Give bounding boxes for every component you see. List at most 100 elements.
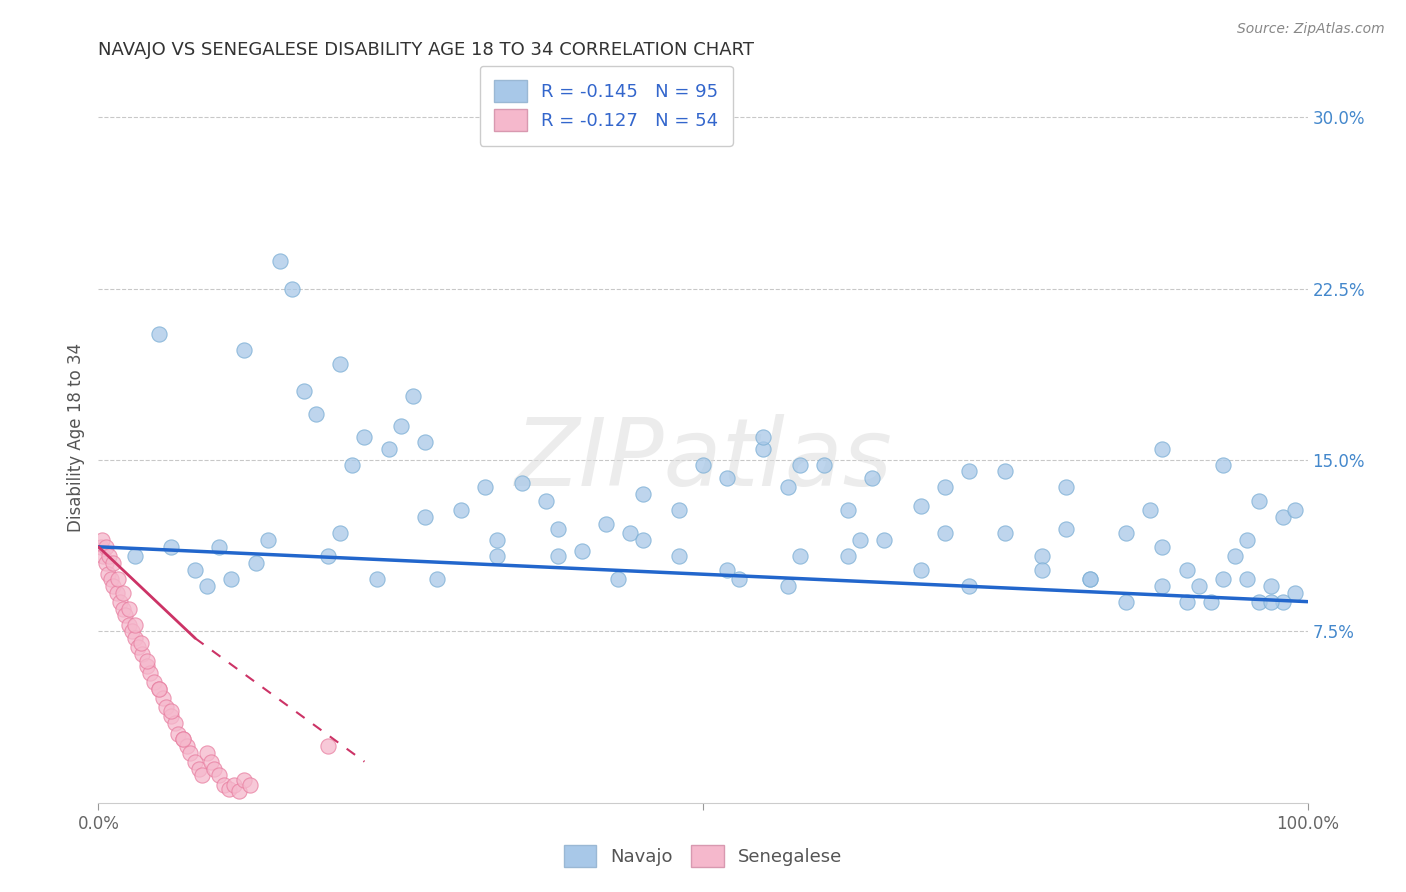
Point <box>1115 526 1137 541</box>
Point <box>232 772 254 787</box>
Point <box>1054 480 1077 494</box>
Point <box>994 464 1017 478</box>
Point <box>232 343 254 358</box>
Point <box>160 705 183 719</box>
Text: ZIPatlas: ZIPatlas <box>515 414 891 505</box>
Point <box>668 549 690 563</box>
Point <box>1115 595 1137 609</box>
Point <box>114 608 136 623</box>
Point <box>111 585 134 599</box>
Point <box>849 533 872 547</box>
Legend: Navajo, Senegalese: Navajo, Senegalese <box>557 838 849 874</box>
Point <box>957 464 980 478</box>
Point <box>1236 572 1258 586</box>
Point <box>222 778 245 792</box>
Point <box>148 681 170 696</box>
Point <box>208 768 231 782</box>
Point <box>426 572 449 586</box>
Point <box>413 434 436 449</box>
Point <box>1031 549 1053 563</box>
Point <box>547 521 569 535</box>
Point <box>837 549 859 563</box>
Point <box>91 549 114 563</box>
Point <box>1078 572 1101 586</box>
Point <box>860 471 883 485</box>
Point <box>172 731 194 746</box>
Point <box>187 762 209 776</box>
Point <box>176 739 198 753</box>
Point <box>631 533 654 547</box>
Point <box>510 475 533 490</box>
Point <box>1031 563 1053 577</box>
Point <box>124 617 146 632</box>
Point <box>450 503 472 517</box>
Point <box>837 503 859 517</box>
Point <box>1212 572 1234 586</box>
Point <box>716 471 738 485</box>
Point <box>111 601 134 615</box>
Point <box>135 658 157 673</box>
Point <box>752 430 775 444</box>
Point <box>121 624 143 639</box>
Point <box>668 503 690 517</box>
Point <box>108 595 131 609</box>
Point <box>239 778 262 792</box>
Point <box>160 540 183 554</box>
Point <box>910 563 932 577</box>
Point <box>1236 533 1258 547</box>
Point <box>100 572 122 586</box>
Point <box>179 746 201 760</box>
Point <box>607 572 630 586</box>
Point <box>413 510 436 524</box>
Point <box>118 601 141 615</box>
Point <box>353 430 375 444</box>
Point <box>377 442 399 456</box>
Point <box>329 526 352 541</box>
Point <box>228 784 250 798</box>
Point <box>486 533 509 547</box>
Legend: R = -0.145   N = 95, R = -0.127   N = 54: R = -0.145 N = 95, R = -0.127 N = 54 <box>479 66 733 146</box>
Point <box>204 762 226 776</box>
Point <box>1260 595 1282 609</box>
Point <box>752 442 775 456</box>
Point <box>281 281 304 295</box>
Point <box>195 579 218 593</box>
Point <box>1152 442 1174 456</box>
Point <box>316 549 339 563</box>
Point <box>1284 503 1306 517</box>
Point <box>256 533 278 547</box>
Point <box>776 579 799 593</box>
Point <box>1249 595 1271 609</box>
Point <box>184 755 207 769</box>
Point <box>98 549 121 563</box>
Point <box>135 654 157 668</box>
Point <box>269 254 291 268</box>
Point <box>789 549 811 563</box>
Point <box>957 579 980 593</box>
Point <box>402 389 425 403</box>
Point <box>184 563 207 577</box>
Point <box>789 458 811 472</box>
Point <box>692 458 714 472</box>
Point <box>1054 521 1077 535</box>
Point <box>155 699 177 714</box>
Point <box>105 585 128 599</box>
Point <box>329 357 352 371</box>
Point <box>1284 585 1306 599</box>
Point <box>1260 579 1282 593</box>
Point <box>127 640 149 655</box>
Point <box>107 572 129 586</box>
Point <box>813 458 835 472</box>
Point <box>728 572 751 586</box>
Point <box>101 556 124 570</box>
Point <box>1249 494 1271 508</box>
Point <box>1078 572 1101 586</box>
Point <box>631 487 654 501</box>
Point <box>1212 458 1234 472</box>
Point <box>1188 579 1211 593</box>
Point <box>486 549 509 563</box>
Point <box>366 572 388 586</box>
Point <box>195 746 218 760</box>
Point <box>305 407 328 421</box>
Point <box>1139 503 1161 517</box>
